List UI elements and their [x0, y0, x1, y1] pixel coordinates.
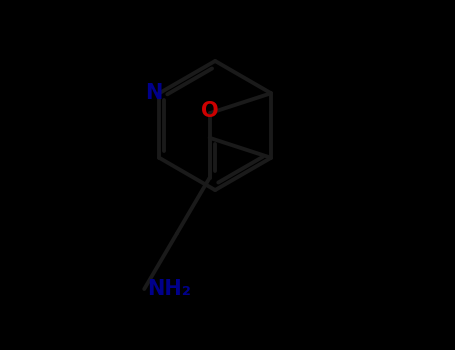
Text: NH₂: NH₂	[147, 279, 191, 299]
Text: O: O	[201, 101, 218, 121]
Text: N: N	[146, 83, 163, 103]
